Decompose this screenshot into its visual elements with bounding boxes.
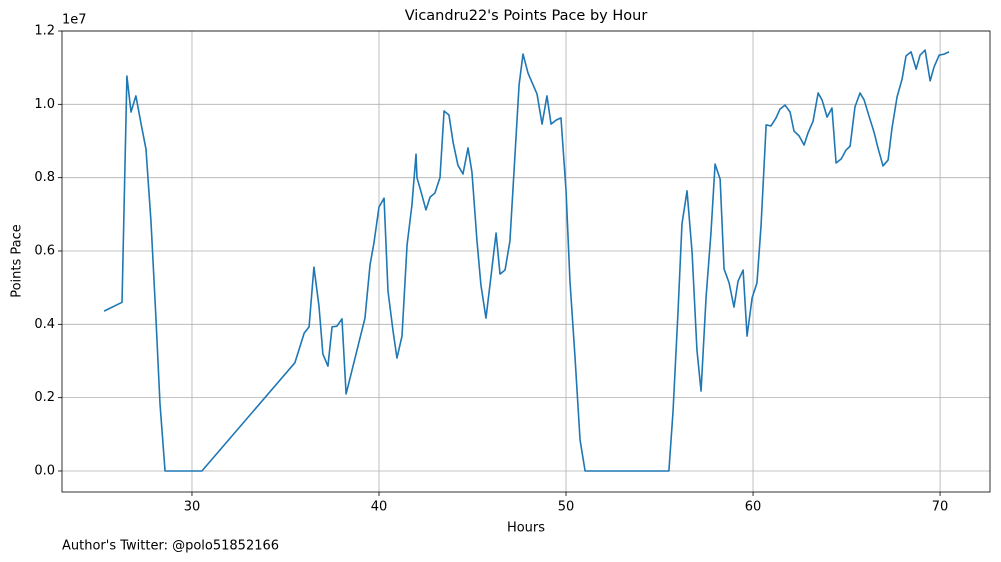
y-tick-label: 0.6: [34, 243, 55, 258]
x-tick-label: 40: [371, 500, 388, 515]
y-tick-label: 0.2: [34, 390, 55, 405]
y-offset-label: 1e7: [62, 13, 87, 28]
y-tick-label: 1.0: [34, 97, 55, 112]
y-tick-label: 0.4: [34, 317, 55, 332]
x-tick-label: 30: [184, 500, 201, 515]
x-tick-label: 50: [558, 500, 575, 515]
y-axis-label: Points Pace: [10, 224, 25, 298]
x-tick-label: 60: [745, 500, 762, 515]
plot-frame: [61, 30, 991, 493]
x-axis-label: Hours: [507, 521, 545, 536]
y-tick-label: 0.0: [34, 463, 55, 478]
chart-title: Vicandru22's Points Pace by Hour: [405, 8, 648, 24]
y-tick-label: 0.8: [34, 170, 55, 185]
footnote: Author's Twitter: @polo51852166: [62, 539, 279, 554]
y-tick-label: 1.2: [34, 24, 55, 39]
line-series: [103, 49, 950, 472]
x-tick-label: 70: [932, 500, 949, 515]
